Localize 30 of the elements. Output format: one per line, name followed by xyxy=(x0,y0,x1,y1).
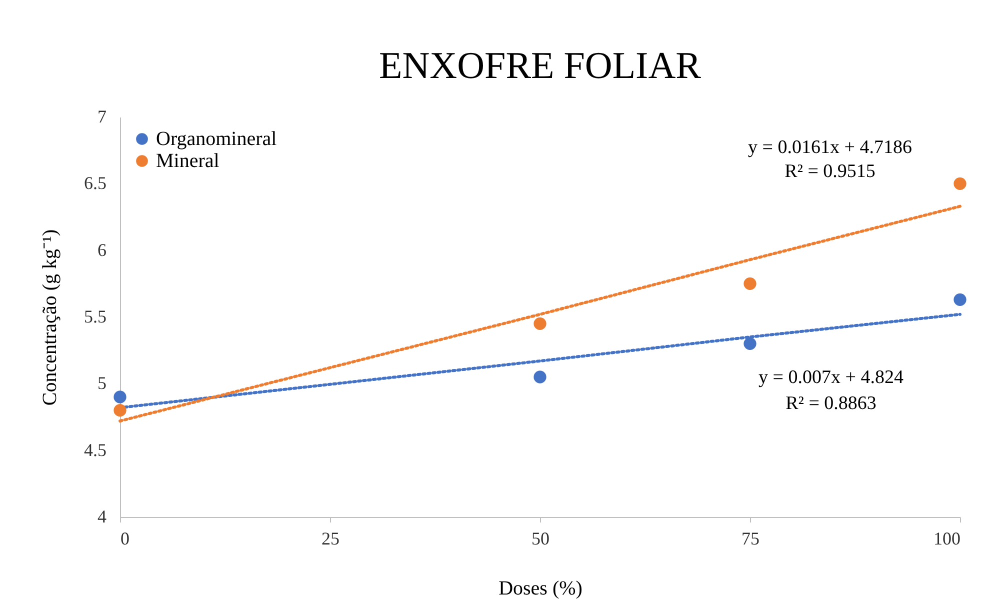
point xyxy=(954,293,966,306)
annotation: R² = 0.8863 xyxy=(786,393,876,414)
x-tick-label: 75 xyxy=(742,528,760,548)
y-tick-label: 4.5 xyxy=(84,440,106,460)
annotation: y = 0.0161x + 4.7186 xyxy=(748,137,912,158)
x-axis-title: Doses (%) xyxy=(498,578,582,600)
x-tick-label: 50 xyxy=(532,528,550,548)
legend-label: Organomineral xyxy=(156,128,278,150)
y-tick-label: 5 xyxy=(98,373,106,394)
point xyxy=(534,370,546,384)
y-tick-label: 4 xyxy=(98,506,106,526)
point xyxy=(744,337,756,350)
point xyxy=(534,317,546,330)
y-tick-label: 5.5 xyxy=(84,306,106,326)
annotation: y = 0.007x + 4.824 xyxy=(758,367,904,388)
point xyxy=(744,277,756,290)
point xyxy=(954,177,966,190)
x-tick-label: 100 xyxy=(934,528,960,548)
y-tick-label: 6.5 xyxy=(84,173,106,194)
y-tick-label: 7 xyxy=(98,106,106,126)
x-tick-label: 0 xyxy=(120,528,130,548)
chart-title: ENXOFRE FOLIAR xyxy=(379,45,702,87)
point xyxy=(114,404,126,417)
legend-label: Mineral xyxy=(156,150,220,172)
annotation: R² = 0.9515 xyxy=(784,161,876,182)
point xyxy=(114,390,126,404)
line-series xyxy=(118,204,962,422)
y-axis-title: Concentração (g kg⁻¹) xyxy=(39,229,61,406)
y-tick-label: 6 xyxy=(98,240,106,260)
x-tick-label: 25 xyxy=(322,528,340,548)
